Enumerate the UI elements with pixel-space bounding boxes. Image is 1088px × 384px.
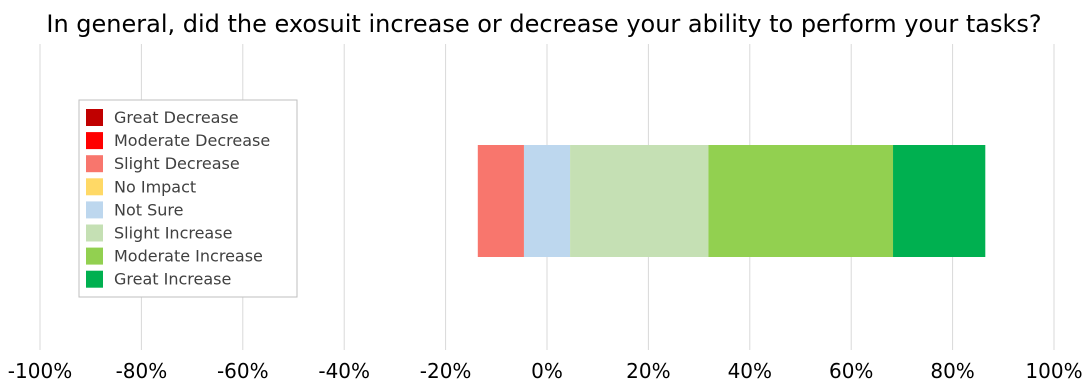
- legend-label: Not Sure: [114, 200, 183, 219]
- legend-swatch: [86, 132, 103, 150]
- x-tick-label: -20%: [420, 359, 472, 383]
- bar-segment-great-increase: [893, 145, 986, 257]
- x-tick-label: -100%: [8, 359, 72, 383]
- x-tick-label: 20%: [626, 359, 670, 383]
- legend-swatch: [86, 247, 103, 265]
- x-tick-label: -60%: [217, 359, 269, 383]
- legend-swatch: [86, 201, 103, 219]
- legend-label: No Impact: [114, 177, 196, 196]
- chart-title: In general, did the exosuit increase or …: [46, 10, 1041, 38]
- legend-swatch: [86, 224, 103, 242]
- legend-swatch: [86, 178, 103, 196]
- x-tick-label: 80%: [930, 359, 974, 383]
- legend-label: Great Increase: [114, 270, 231, 289]
- x-tick-label: -40%: [318, 359, 370, 383]
- x-tick-label: 40%: [728, 359, 772, 383]
- bar-segment-not-sure: [523, 145, 571, 257]
- bar-segment-moderate-increase: [708, 145, 894, 257]
- legend-label: Moderate Decrease: [114, 131, 270, 150]
- legend-swatch: [86, 270, 103, 288]
- legend-label: Great Decrease: [114, 108, 239, 127]
- x-tick-label: -80%: [116, 359, 168, 383]
- bar-segment-slight-increase: [570, 145, 709, 257]
- legend: Great Decrease Moderate Decrease Slight De…: [78, 99, 298, 298]
- legend-swatch: [86, 155, 103, 173]
- x-tick-label: 60%: [829, 359, 873, 383]
- bar-segments: [477, 145, 986, 257]
- x-tick-label: 0%: [531, 359, 563, 383]
- x-tick-label: 100%: [1025, 359, 1082, 383]
- x-tick-labels: -100% -80% -60% -40% -20% 0% 20% 40% 60% 80% 100%: [8, 359, 1083, 383]
- bar-segment-slight-decrease: [477, 145, 524, 257]
- legend-swatch: [86, 109, 103, 126]
- legend-label: Slight Increase: [114, 224, 232, 243]
- legend-label: Moderate Increase: [114, 247, 263, 266]
- legend-label: Slight Decrease: [114, 154, 240, 173]
- legend-box: [78, 99, 298, 298]
